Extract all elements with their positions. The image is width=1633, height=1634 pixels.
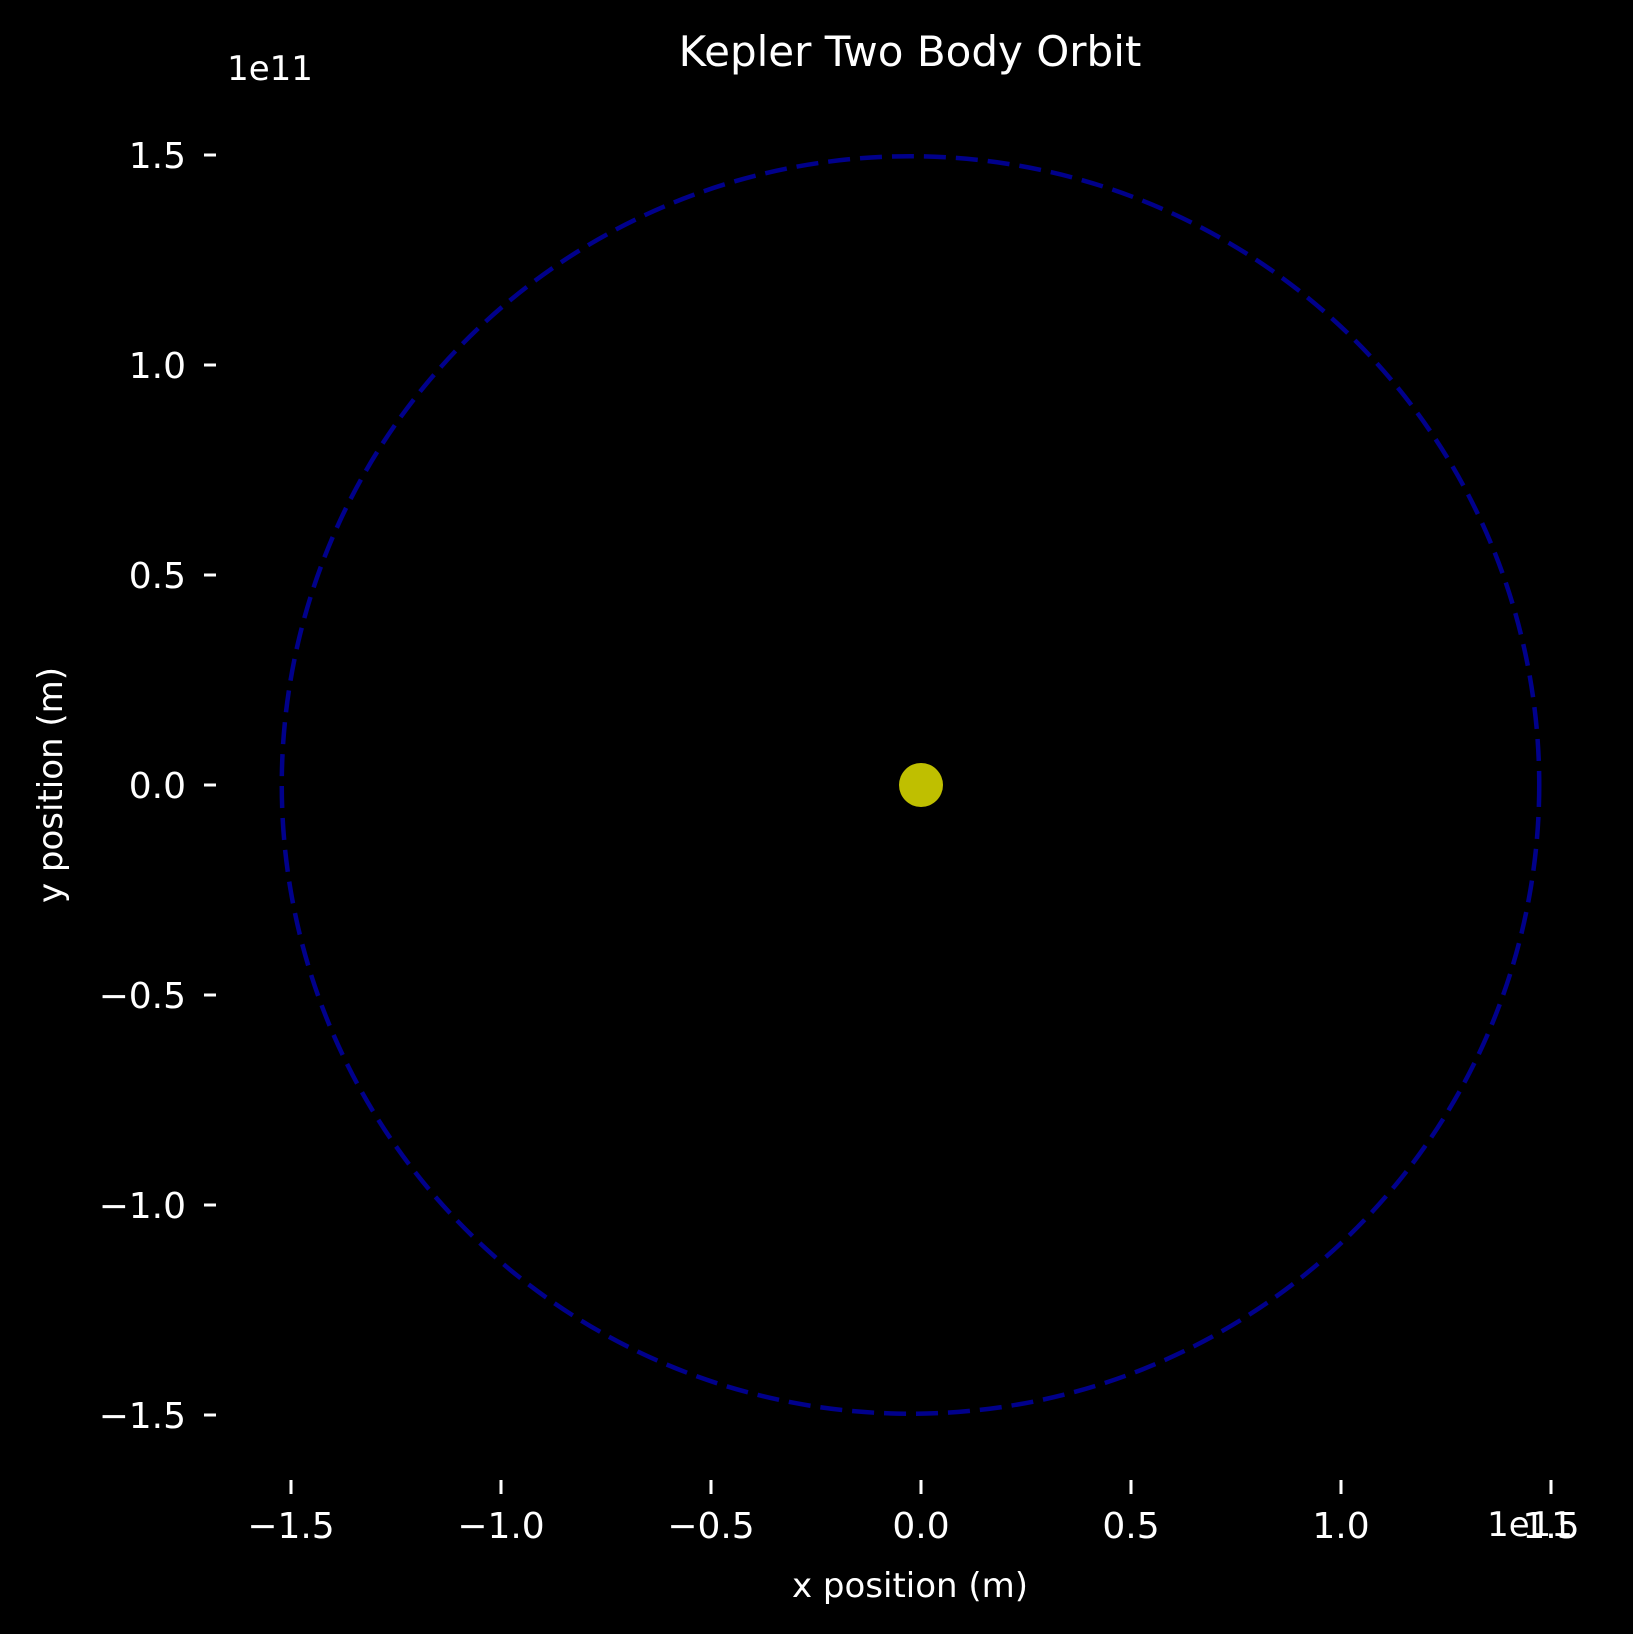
- central-body-point: [899, 763, 943, 807]
- x-tick-label: −0.5: [667, 1506, 754, 1547]
- y-tick-label: 1.0: [129, 346, 186, 387]
- x-offset-label: 1e11: [1487, 1505, 1573, 1545]
- orbit-path: [279, 154, 1542, 1416]
- y-axis-label: y position (m): [31, 667, 71, 903]
- y-tick-label: 1.5: [129, 136, 186, 177]
- chart-title: Kepler Two Body Orbit: [679, 27, 1142, 76]
- x-tick-label: −1.5: [247, 1506, 334, 1547]
- x-axis: −1.5 −1.0 −0.5 0.0 0.5 1.0 1.5: [247, 1480, 1580, 1547]
- y-tick-label: −1.0: [99, 1186, 186, 1227]
- y-offset-label: 1e11: [227, 49, 313, 89]
- x-tick-label: 0.0: [892, 1506, 949, 1547]
- x-tick-label: 1.5: [1522, 1506, 1579, 1547]
- x-tick-label: 1.0: [1312, 1506, 1369, 1547]
- plot-area: [279, 154, 1542, 1416]
- y-axis: 1.5 1.0 0.5 0.0 −0.5 −1.0 −1.5: [99, 136, 216, 1437]
- x-axis-label: x position (m): [792, 1566, 1028, 1606]
- y-tick-label: 0.5: [129, 556, 186, 597]
- x-tick-label: 0.5: [1102, 1506, 1159, 1547]
- y-tick-label: 0.0: [129, 766, 186, 807]
- y-tick-label: −1.5: [99, 1396, 186, 1437]
- y-tick-label: −0.5: [99, 976, 186, 1017]
- x-tick-label: −1.0: [457, 1506, 544, 1547]
